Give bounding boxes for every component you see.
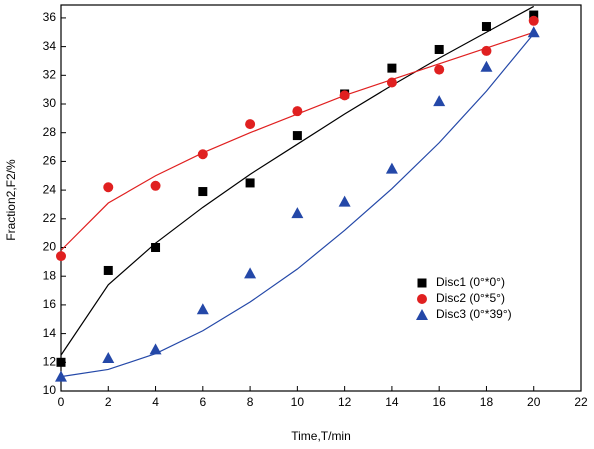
data-point [528,15,539,26]
data-point [103,182,114,193]
data-point [480,60,493,72]
data-point [339,90,350,101]
data-point [529,10,539,20]
data-point [434,44,444,54]
x-axis-label: Time,T/min [291,429,351,443]
y-tick-label: 14 [43,326,57,340]
x-tick-label: 10 [291,395,305,409]
y-tick-label: 16 [43,297,57,311]
y-tick-label: 18 [43,268,57,282]
data-point [102,351,115,363]
x-tick-label: 16 [433,395,447,409]
y-tick-label: 12 [43,354,57,368]
data-point [56,357,66,367]
y-tick-label: 30 [43,96,57,110]
x-tick-label: 4 [152,395,159,409]
data-point [244,267,257,279]
data-point [387,63,397,73]
data-point [245,178,255,188]
legend-marker [417,278,427,288]
x-tick-label: 6 [199,395,206,409]
y-tick-label: 10 [43,383,57,397]
data-point [149,343,162,355]
data-point [151,243,161,253]
data-point [433,95,446,107]
data-point [56,251,66,262]
data-point [338,195,351,207]
data-point [150,180,161,191]
y-tick-label: 32 [43,67,57,81]
data-point [386,77,397,88]
legend-marker [417,294,427,304]
plot-frame [60,4,582,392]
x-tick-label: 20 [527,395,541,409]
data-point [385,162,398,174]
x-tick-label: 22 [574,395,588,409]
x-tick-label: 14 [385,395,399,409]
y-tick-label: 20 [43,240,57,254]
x-tick-label: 2 [105,395,112,409]
fit-line [60,5,535,356]
data-point [481,22,491,32]
data-point [197,149,208,160]
y-tick-label: 22 [43,211,57,225]
data-point [481,45,492,56]
y-tick-label: 36 [43,10,57,24]
x-tick-label: 0 [58,395,65,409]
x-tick-label: 12 [338,395,352,409]
data-point [291,207,304,219]
data-point [527,26,540,38]
y-tick-label: 28 [43,125,57,139]
y-axis-label: Fraction2,F2/% [4,159,18,241]
data-point [434,64,445,75]
x-tick-label: 18 [480,395,494,409]
y-tick-label: 34 [43,39,57,53]
data-point [245,119,256,130]
x-tick-label: 8 [247,395,254,409]
data-point [103,265,113,275]
data-point [292,106,303,117]
y-tick-label: 26 [43,154,57,168]
data-point [55,370,67,382]
data-point [292,131,302,141]
y-tick-label: 24 [43,182,57,196]
data-point [198,187,208,197]
data-point [196,303,209,315]
legend-label: Disc3 (0°*39°) [436,307,512,321]
legend-label: Disc2 (0°*5°) [436,291,505,305]
legend-marker [416,309,428,320]
legend-label: Disc1 (0°*0°) [436,275,505,289]
fit-line [60,33,535,378]
